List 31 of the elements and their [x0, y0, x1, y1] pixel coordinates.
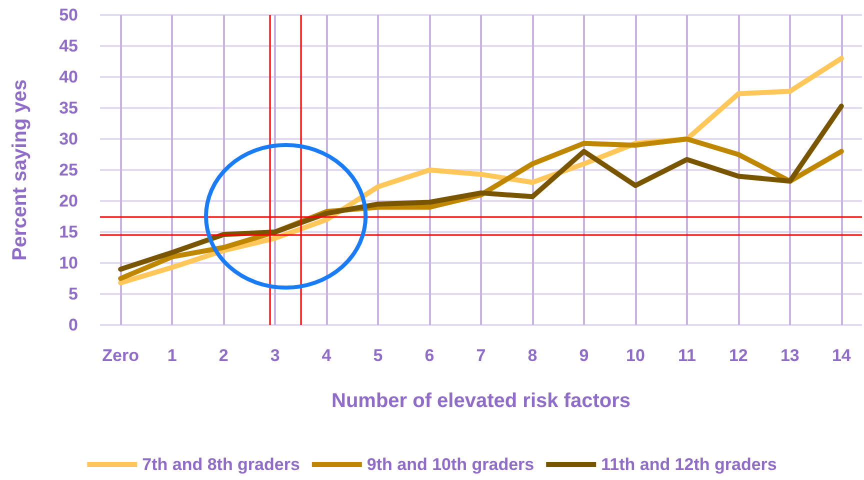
y-tick-label: 45: [59, 36, 78, 56]
x-tick-label: Zero: [102, 346, 140, 365]
x-tick-label: 3: [270, 346, 280, 365]
y-tick-label: 15: [59, 222, 78, 242]
x-tick-label: 8: [528, 346, 538, 365]
x-tick-label: 2: [218, 346, 228, 365]
y-axis-title: Percent saying yes: [9, 79, 31, 261]
legend-label: 11th and 12th graders: [601, 455, 777, 474]
y-tick-label: 20: [59, 192, 78, 210]
x-tick-label: 12: [728, 346, 748, 365]
legend-label: 9th and 10th graders: [366, 455, 534, 474]
x-tick-label: 11: [678, 346, 696, 365]
legend-label: 7th and 8th graders: [142, 455, 300, 474]
y-tick-label: 5: [68, 284, 78, 304]
y-tick-label: 25: [59, 160, 78, 180]
y-tick-label: 50: [59, 6, 78, 24]
y-tick-label: 30: [59, 130, 78, 148]
x-tick-label: 5: [373, 346, 383, 365]
y-tick-label: 35: [59, 98, 78, 118]
x-tick-label: 10: [626, 346, 645, 365]
x-tick-label: 4: [322, 346, 332, 365]
x-axis-title: Number of elevated risk factors: [332, 390, 630, 412]
y-tick-label: 40: [59, 68, 78, 86]
y-tick-label: 0: [68, 316, 78, 334]
x-tick-label: 9: [579, 346, 589, 365]
x-tick-label: 1: [167, 346, 177, 365]
y-tick-label: 10: [59, 254, 78, 272]
x-tick-label: 7: [476, 346, 486, 365]
x-tick-label: 6: [424, 346, 434, 365]
x-tick-label: 14: [832, 346, 852, 365]
x-tick-label: 13: [780, 346, 800, 365]
